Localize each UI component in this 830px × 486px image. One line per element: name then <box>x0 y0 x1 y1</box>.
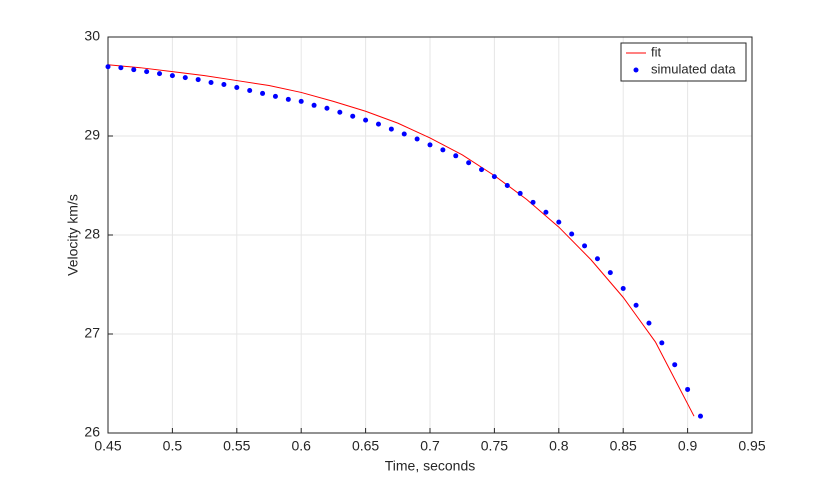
data-point <box>247 87 253 93</box>
data-point <box>517 190 523 196</box>
data-point <box>594 256 600 262</box>
data-point <box>659 340 665 346</box>
data-point <box>234 84 240 90</box>
data-point <box>221 82 227 88</box>
plot-frame <box>107 36 753 434</box>
data-point <box>556 219 562 225</box>
data-point <box>543 209 549 215</box>
data-point <box>685 386 691 392</box>
data-point <box>337 109 343 115</box>
legend-label: simulated data <box>651 61 736 76</box>
x-tick-label: 0.95 <box>738 438 765 454</box>
data-point <box>569 231 575 237</box>
data-point <box>375 121 381 127</box>
data-point <box>272 93 278 99</box>
y-tick-label: 29 <box>84 127 100 143</box>
x-tick-label: 0.8 <box>549 438 569 454</box>
data-point <box>633 302 639 308</box>
data-point <box>157 71 163 77</box>
data-point <box>169 73 175 79</box>
y-tick-label: 27 <box>84 325 100 341</box>
data-point <box>118 65 124 71</box>
data-point <box>646 320 652 326</box>
x-tick-label: 0.7 <box>420 438 440 454</box>
data-point <box>401 131 407 137</box>
x-tick-label: 0.6 <box>291 438 311 454</box>
data-point <box>208 80 214 86</box>
x-tick-label: 0.45 <box>94 438 121 454</box>
data-point <box>491 174 497 180</box>
fit-line <box>107 64 695 417</box>
data-point <box>427 142 433 148</box>
legend-label: fit <box>651 44 662 59</box>
y-tick-label: 26 <box>84 424 100 440</box>
data-point <box>324 105 330 111</box>
data-point <box>466 160 472 166</box>
legend-box <box>620 42 747 82</box>
data-point <box>285 96 291 102</box>
data-point <box>105 64 111 70</box>
x-tick-label: 0.85 <box>610 438 637 454</box>
y-axis-label: Velocity km/s <box>65 194 81 276</box>
data-point <box>311 102 317 108</box>
data-point <box>672 362 678 368</box>
x-tick-label: 0.5 <box>163 438 183 454</box>
data-point <box>607 270 613 276</box>
x-tick-label: 0.55 <box>223 438 250 454</box>
data-point <box>697 413 703 419</box>
data-point <box>582 243 588 249</box>
x-tick-label: 0.75 <box>481 438 508 454</box>
data-point <box>350 113 356 119</box>
data-point <box>195 77 201 83</box>
data-point <box>363 117 369 123</box>
y-tick-label: 30 <box>84 28 100 44</box>
data-point <box>504 183 510 188</box>
data-point <box>182 75 188 81</box>
data-point <box>414 136 420 142</box>
x-tick-label: 0.9 <box>678 438 698 454</box>
data-point <box>620 285 626 291</box>
data-point <box>131 67 137 73</box>
data-point <box>388 126 394 132</box>
data-point <box>144 69 150 75</box>
data-point <box>298 98 304 104</box>
data-point <box>440 147 446 153</box>
data-point <box>479 167 485 173</box>
legend-swatch <box>633 67 639 73</box>
data-point <box>260 90 266 96</box>
x-tick-label: 0.65 <box>352 438 379 454</box>
y-tick-label: 28 <box>84 226 100 242</box>
data-point <box>530 199 536 205</box>
data-point <box>453 153 459 159</box>
x-axis-label: Time, seconds <box>385 458 476 474</box>
